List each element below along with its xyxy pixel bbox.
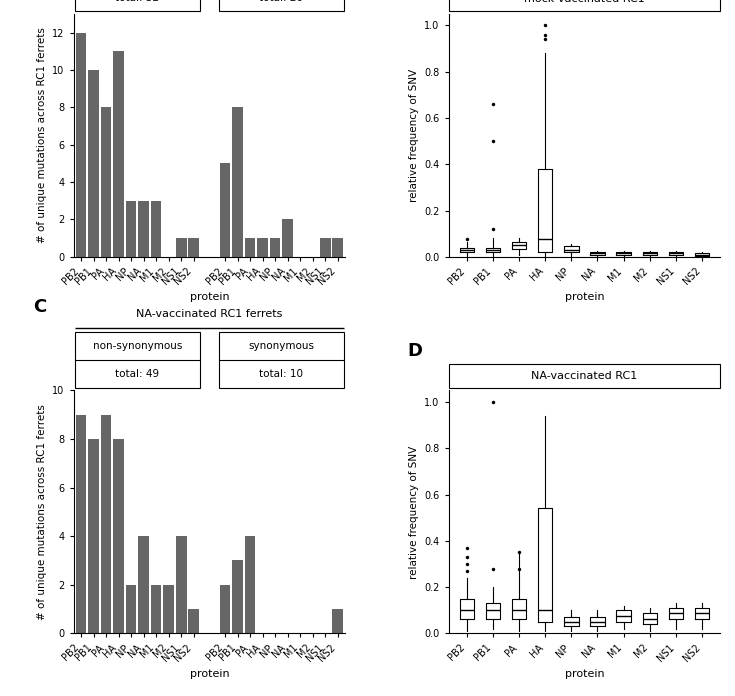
Bar: [101, 415, 112, 633]
Bar: [151, 200, 162, 257]
Bar: [75, 332, 200, 388]
Bar: [448, 364, 720, 388]
Bar: [220, 585, 230, 633]
Bar: [257, 238, 268, 257]
Y-axis label: relative frequency of SNV: relative frequency of SNV: [409, 445, 418, 578]
Text: mock-vaccinated RC1: mock-vaccinated RC1: [524, 0, 645, 4]
Text: synonymous: synonymous: [248, 341, 315, 351]
Bar: [75, 0, 200, 12]
Bar: [163, 585, 174, 633]
X-axis label: protein: protein: [564, 669, 604, 679]
Bar: [332, 609, 343, 633]
Text: total: 10: total: 10: [259, 369, 304, 379]
X-axis label: protein: protein: [190, 669, 229, 679]
Bar: [126, 585, 137, 633]
Bar: [219, 332, 344, 388]
Text: total: 52: total: 52: [115, 0, 159, 3]
Bar: [245, 536, 255, 633]
Y-axis label: # of unique mutations across RC1 ferrets: # of unique mutations across RC1 ferrets: [37, 404, 46, 620]
Bar: [320, 238, 331, 257]
Bar: [113, 439, 124, 633]
Bar: [88, 70, 99, 257]
Bar: [113, 52, 124, 257]
Bar: [232, 107, 243, 257]
Bar: [76, 415, 86, 633]
Bar: [188, 238, 199, 257]
X-axis label: protein: protein: [564, 292, 604, 303]
Bar: [188, 609, 199, 633]
Bar: [219, 0, 344, 12]
Text: total: 49: total: 49: [115, 369, 159, 379]
Text: total: 20: total: 20: [259, 0, 304, 3]
Bar: [151, 585, 162, 633]
Bar: [101, 107, 112, 257]
Text: NA-vaccinated RC1 ferrets: NA-vaccinated RC1 ferrets: [136, 309, 282, 319]
Bar: [448, 0, 720, 12]
Text: NA-vaccinated RC1: NA-vaccinated RC1: [531, 371, 637, 381]
X-axis label: protein: protein: [190, 292, 229, 303]
Bar: [76, 33, 86, 257]
Bar: [245, 238, 255, 257]
Y-axis label: relative frequency of SNV: relative frequency of SNV: [409, 69, 418, 202]
Bar: [138, 200, 149, 257]
Bar: [282, 219, 293, 257]
Bar: [176, 238, 187, 257]
Bar: [332, 238, 343, 257]
Bar: [176, 536, 187, 633]
Y-axis label: # of unique mutations across RC1 ferrets: # of unique mutations across RC1 ferrets: [37, 27, 46, 244]
Bar: [88, 439, 99, 633]
Bar: [126, 200, 137, 257]
Bar: [220, 164, 230, 257]
Text: non-synonymous: non-synonymous: [93, 341, 182, 351]
Bar: [138, 536, 149, 633]
Text: C: C: [33, 298, 46, 316]
Text: D: D: [408, 342, 423, 360]
Bar: [232, 560, 243, 633]
Bar: [270, 238, 281, 257]
